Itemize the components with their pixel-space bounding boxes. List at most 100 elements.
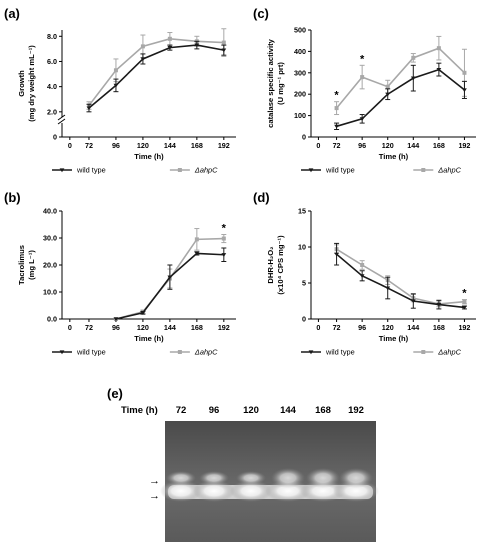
x-tick-label: 144: [164, 323, 176, 332]
chart-growth: 0 2.0 4.0 6.0 8.0 0 72 96 120 144 168 192 Time (h) Gr…: [17, 28, 236, 175]
legend-label-ahpc: ΔahpC: [194, 166, 218, 175]
x-tick-label: 168: [433, 141, 445, 150]
x-tick-label: 168: [433, 323, 445, 332]
panel-letter-c: (c): [253, 6, 269, 21]
legend-label-wild-type: wild type: [76, 348, 106, 357]
series-line: [336, 253, 465, 309]
x-tick-label: 0: [316, 141, 320, 150]
x-tick-label: 192: [458, 141, 470, 150]
x-tick-label: 96: [358, 141, 366, 150]
x-axis-label: Time (h): [134, 334, 164, 343]
data-point: [410, 76, 416, 81]
x-tick-label: 72: [333, 141, 341, 150]
x-tick-label: 144: [407, 141, 419, 150]
gel-band-glow: [230, 480, 272, 502]
legend-marker-ahpc: [177, 168, 182, 172]
x-tick-label: 72: [85, 141, 93, 150]
data-point: [360, 75, 365, 80]
gel-band-upper: [166, 471, 196, 485]
y-tick-label: 500: [294, 26, 306, 35]
gel-lane-label: 96: [209, 405, 220, 416]
y-tick-label: 200: [294, 90, 306, 99]
panel-letter-a: (a): [4, 6, 20, 21]
legend-marker-ahpc: [421, 350, 426, 354]
data-point: [140, 57, 146, 62]
gel-band-upper: [271, 468, 305, 488]
y-axis-label-units: (mg L⁻¹): [27, 250, 36, 280]
series-line: [335, 47, 466, 109]
data-point: [194, 43, 200, 48]
gel-band-upper: [236, 471, 266, 485]
x-axis-label: Time (h): [379, 334, 409, 343]
x-tick-label: 0: [316, 323, 320, 332]
data-point: [194, 251, 200, 256]
y-tick-label: 10.0: [43, 288, 57, 297]
y-axis-label: DHR-H₂O₂: [266, 246, 275, 283]
legend-marker-wild-type: [308, 168, 314, 173]
axis-break-mark: [57, 118, 66, 125]
gel-band-glow: [300, 480, 346, 502]
x-tick-label: 144: [164, 141, 176, 150]
data-point: [436, 303, 442, 307]
legend-marker-wild-type: [59, 168, 65, 173]
gel-lane-label: 120: [243, 405, 259, 416]
data-point: [167, 36, 172, 41]
legend-marker-wild-type: [308, 350, 314, 355]
data-point: [113, 68, 118, 73]
y-tick-label: 300: [294, 68, 306, 77]
gel-time-label: Time (h): [121, 405, 158, 416]
chart-catalase-activity: 0 100 200 300 400 500 0 72 96 120 144 168 192 Time (h…: [266, 26, 476, 175]
data-point: [140, 44, 145, 49]
y-tick-label: 5: [302, 279, 306, 288]
x-tick-label: 0: [68, 141, 72, 150]
data-point: [411, 55, 416, 60]
y-tick-label: 15: [298, 207, 306, 216]
y-tick-label: 8.0: [47, 32, 57, 41]
data-point: [436, 46, 441, 51]
gel-band-upper: [306, 468, 340, 488]
y-tick-label: 40.0: [43, 207, 57, 216]
x-tick-label: 96: [112, 323, 120, 332]
legend-label-ahpc: ΔahpC: [437, 348, 461, 357]
y-tick-label: 100: [294, 111, 306, 120]
gel-lane-label: 72: [176, 405, 187, 416]
y-tick-label: 30.0: [43, 234, 57, 243]
gel-band-upper: [339, 468, 373, 488]
data-point: [221, 253, 227, 257]
data-point: [221, 40, 226, 45]
series-line: [336, 68, 465, 128]
panel-letter-e: (e): [107, 386, 123, 401]
gel-band-glow: [160, 480, 202, 502]
data-point: [167, 275, 173, 280]
legend-label-wild-type: wild type: [325, 348, 355, 357]
data-point: [221, 48, 227, 53]
gel-panel: Time (h) → → 72 96 120 144 168 192: [121, 405, 379, 542]
significance-marker: *: [462, 288, 467, 300]
data-point: [194, 237, 199, 242]
data-point: [410, 299, 416, 304]
series-line: [88, 44, 224, 109]
x-tick-label: 168: [191, 141, 203, 150]
data-point: [86, 106, 92, 111]
x-tick-label: 144: [407, 323, 419, 332]
data-point: [113, 317, 119, 322]
y-tick-label: 400: [294, 47, 306, 56]
data-point: [334, 106, 339, 111]
y-axis-label: Tacrolimus: [17, 245, 26, 285]
data-point: [462, 70, 467, 75]
significance-marker: *: [334, 90, 339, 102]
y-tick-label: 10: [298, 243, 306, 252]
gel-arrow-lower: →: [149, 490, 160, 502]
y-axis-label: Growth: [17, 70, 26, 97]
legend-label-ahpc: ΔahpC: [437, 166, 461, 175]
gel-lane-label: 168: [315, 405, 331, 416]
significance-marker: *: [360, 53, 365, 65]
chart-tacrolimus: 0.0 10.0 20.0 30.0 40.0 0 72 96 120 144 168 192 Time…: [17, 207, 236, 357]
x-tick-label: 120: [382, 141, 394, 150]
legend-marker-ahpc: [421, 168, 426, 172]
data-point: [436, 67, 442, 72]
y-tick-label: 0: [53, 133, 57, 142]
x-tick-label: 96: [358, 323, 366, 332]
legend-label-ahpc: ΔahpC: [194, 348, 218, 357]
data-point: [385, 286, 391, 291]
